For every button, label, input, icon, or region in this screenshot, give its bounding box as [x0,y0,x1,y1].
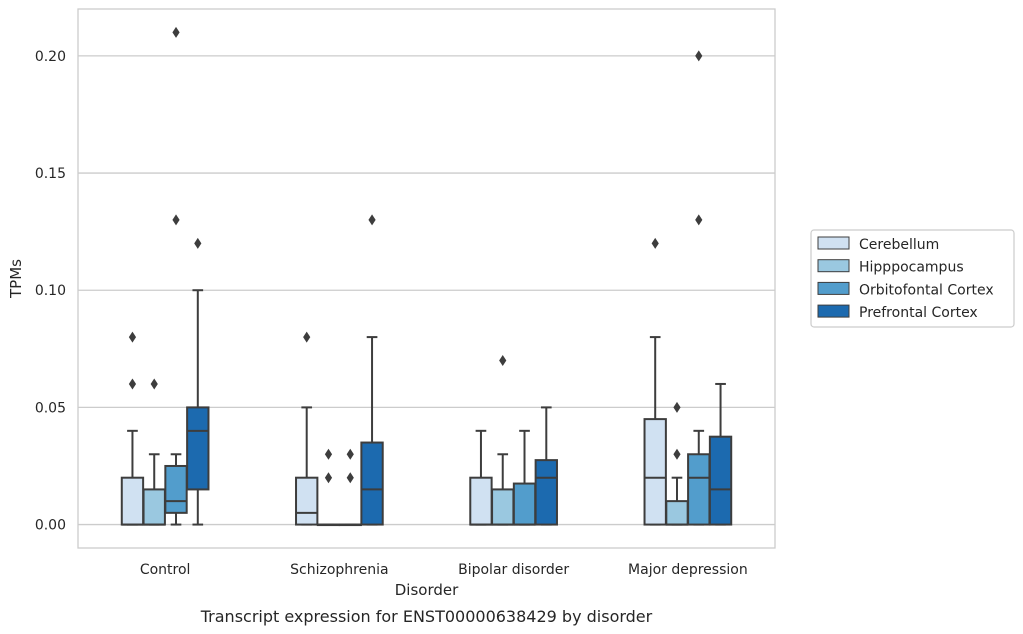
box-body [491,488,515,526]
outlier-point [651,237,659,249]
y-tick-label: 0.00 [35,518,66,534]
legend-item: Cerebellum [817,236,939,253]
box-3-3 [708,382,733,526]
outlier-point [346,472,354,484]
outlier-point [172,214,180,226]
box-plot-layer [120,26,733,527]
legend-swatch [817,304,850,318]
y-tick-label: 0.15 [35,166,66,182]
gridlines [78,55,775,526]
box-1-1 [316,448,341,527]
box-3-2 [687,50,711,526]
box-body [142,488,166,526]
box-body [708,435,733,526]
box-body [164,464,188,514]
y-tick-label: 0.10 [35,283,66,299]
legend-swatch [817,281,850,295]
outlier-point [303,331,311,343]
legend-label: Cerebellum [859,237,939,253]
box-body [665,500,689,526]
box-2-1 [491,355,515,526]
y-tick-labels: 0.00 0.05 0.10 0.15 0.20 [35,49,66,534]
y-axis-label: TPMs [7,259,25,299]
plot-area-frame [77,8,776,549]
x-tick-label: Bipolar disorder [458,562,569,578]
x-tick-label: Major depression [628,562,748,578]
box-body [186,406,210,491]
box-body [643,418,667,526]
box-0-2 [164,26,188,526]
outlier-point [499,355,507,367]
chart-title: Transcript expression for ENST0000063842… [200,607,653,626]
outlier-point [172,26,180,38]
box-1-0 [295,331,319,526]
y-tick-label: 0.05 [35,400,66,416]
outlier-point [673,448,681,460]
box-0-3 [186,237,210,526]
box-1-3 [360,214,384,526]
outlier-point [695,50,703,62]
box-body [534,459,558,526]
outlier-point [324,472,333,484]
legend-swatch [817,259,850,273]
legend-item: Hipppocampus [817,259,964,276]
outlier-point [695,214,703,226]
legend-item: Prefrontal Cortex [817,304,978,321]
box-2-3 [534,406,558,526]
x-axis-label: Disorder [395,581,459,599]
outlier-point [150,378,158,390]
box-body [120,476,145,526]
legend-label: Orbitofontal Cortex [859,282,994,298]
legend-label: Hipppocampus [859,260,964,276]
box-1-2 [338,448,362,527]
outlier-point [324,448,333,460]
y-tick-label: 0.20 [35,49,66,65]
outlier-point [194,237,202,249]
legend-label: Prefrontal Cortex [859,305,978,321]
x-tick-labels: Control Schizophrenia Bipolar disorder Majo… [140,562,748,578]
box-body [512,482,537,526]
box-body [360,441,384,526]
x-tick-label: Control [140,562,191,578]
legend-item: Orbitofontal Cortex [817,281,994,298]
legend-frame [810,229,1015,328]
outlier-point [368,214,376,226]
box-0-1 [142,378,166,526]
box-0-0 [120,331,145,526]
box-body [295,476,319,526]
legend: Cerebellum Hipppocampus Orbitofontal Corte… [810,229,1015,328]
box-body [469,476,493,526]
box-2-0 [469,429,493,526]
box-body [687,453,711,526]
outlier-point [128,378,137,390]
outlier-point [673,401,681,413]
box-3-0 [643,237,667,526]
outlier-point [128,331,137,343]
x-tick-label: Schizophrenia [290,562,388,578]
legend-swatch [817,236,850,250]
box-3-1 [665,401,689,526]
box-2-2 [512,429,537,526]
outlier-point [346,448,354,460]
